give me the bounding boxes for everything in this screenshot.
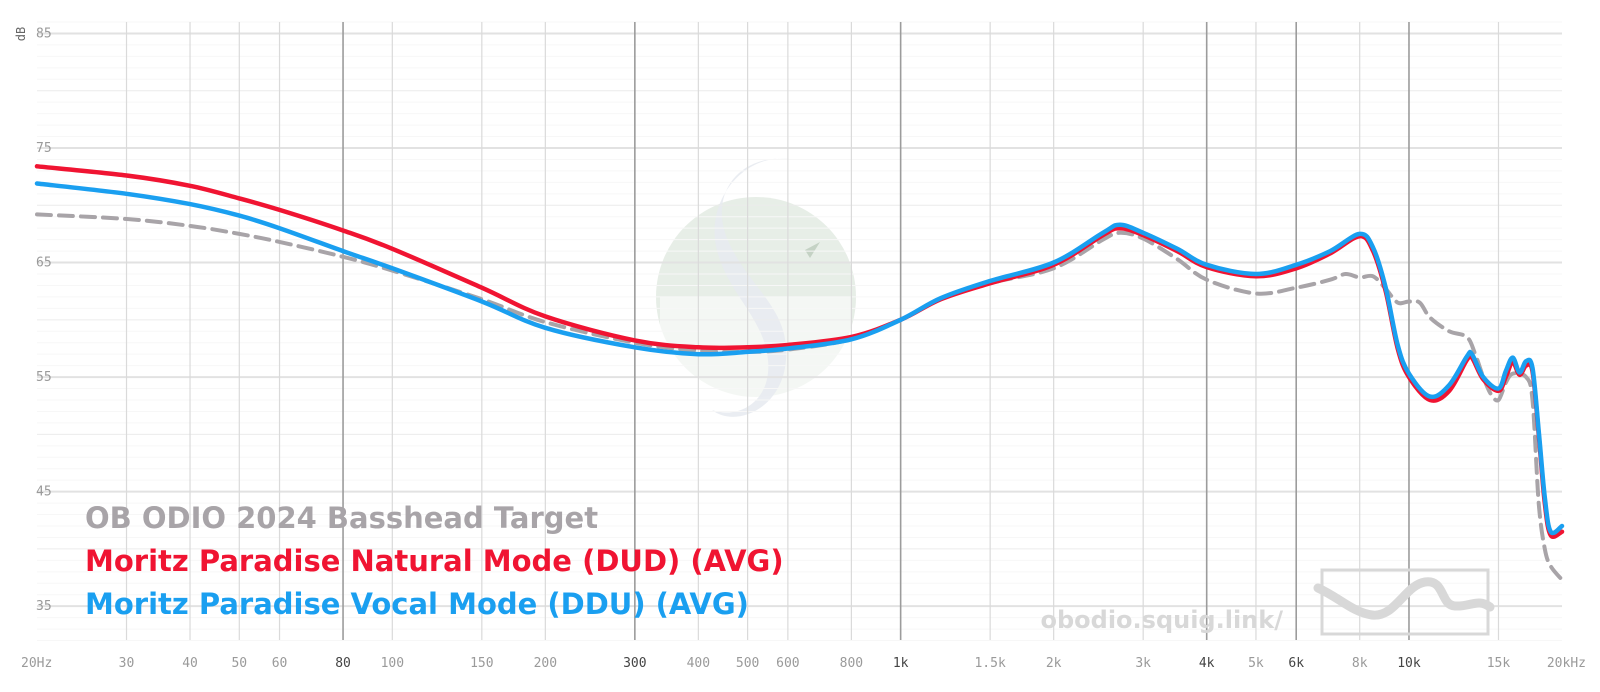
- x-tick-label: 60: [272, 656, 288, 671]
- x-tick-label: 1.5k: [974, 656, 1005, 671]
- y-axis: 85 75 65 55 45 35 dB: [14, 26, 52, 614]
- watermark-url: obodio.squig.link/: [1040, 606, 1283, 634]
- x-axis: 20Hz 30 40 50 60 80 100 150 200 300 400 500 600 800 1k…: [21, 656, 1586, 671]
- legend-entry-2: Moritz Paradise Vocal Mode (DDU) (AVG): [85, 587, 749, 621]
- x-tick-label: 8k: [1352, 656, 1368, 671]
- y-tick-label: 55: [36, 370, 52, 385]
- x-tick-label: 5k: [1248, 656, 1264, 671]
- x-tick-label: 500: [736, 656, 759, 671]
- y-tick-label: 35: [36, 599, 52, 614]
- legend-entry-1: Moritz Paradise Natural Mode (DUD) (AVG): [85, 544, 784, 578]
- legend-entry-0: OB ODIO 2024 Basshead Target: [85, 501, 598, 535]
- x-tick-label: 30: [119, 656, 135, 671]
- chart-series: [34, 164, 1565, 582]
- x-tick-label: 20kHz: [1547, 656, 1586, 671]
- x-tick-label: 1k: [893, 656, 909, 671]
- y-tick-label: 75: [36, 141, 52, 156]
- x-tick-label: 600: [776, 656, 799, 671]
- x-tick-label: 100: [381, 656, 404, 671]
- x-tick-label: 400: [687, 656, 710, 671]
- x-tick-label: 50: [231, 656, 247, 671]
- x-tick-label: 3k: [1135, 656, 1151, 671]
- x-tick-label: 20Hz: [21, 656, 52, 671]
- x-tick-label: 4k: [1199, 656, 1215, 671]
- series-line-2: [34, 181, 1565, 536]
- series-line-0: [35, 212, 1564, 582]
- x-tick-label: 15k: [1487, 656, 1511, 671]
- x-tick-label: 80: [335, 656, 351, 671]
- chart-gridlines: [37, 21, 1562, 642]
- y-tick-label: 45: [36, 485, 52, 500]
- y-tick-label: 85: [36, 26, 52, 41]
- x-tick-label: 150: [470, 656, 493, 671]
- x-tick-label: 2k: [1046, 656, 1062, 671]
- x-tick-label: 40: [182, 656, 198, 671]
- x-tick-label: 10k: [1397, 656, 1421, 671]
- legend: OB ODIO 2024 Basshead Target Moritz Parad…: [85, 501, 784, 621]
- x-tick-label: 300: [623, 656, 646, 671]
- x-tick-label: 800: [840, 656, 863, 671]
- x-tick-label: 200: [534, 656, 557, 671]
- squig-wave-logo: [1313, 568, 1495, 636]
- y-unit-label: dB: [14, 27, 28, 41]
- x-tick-label: 6k: [1288, 656, 1304, 671]
- y-tick-label: 65: [36, 256, 52, 271]
